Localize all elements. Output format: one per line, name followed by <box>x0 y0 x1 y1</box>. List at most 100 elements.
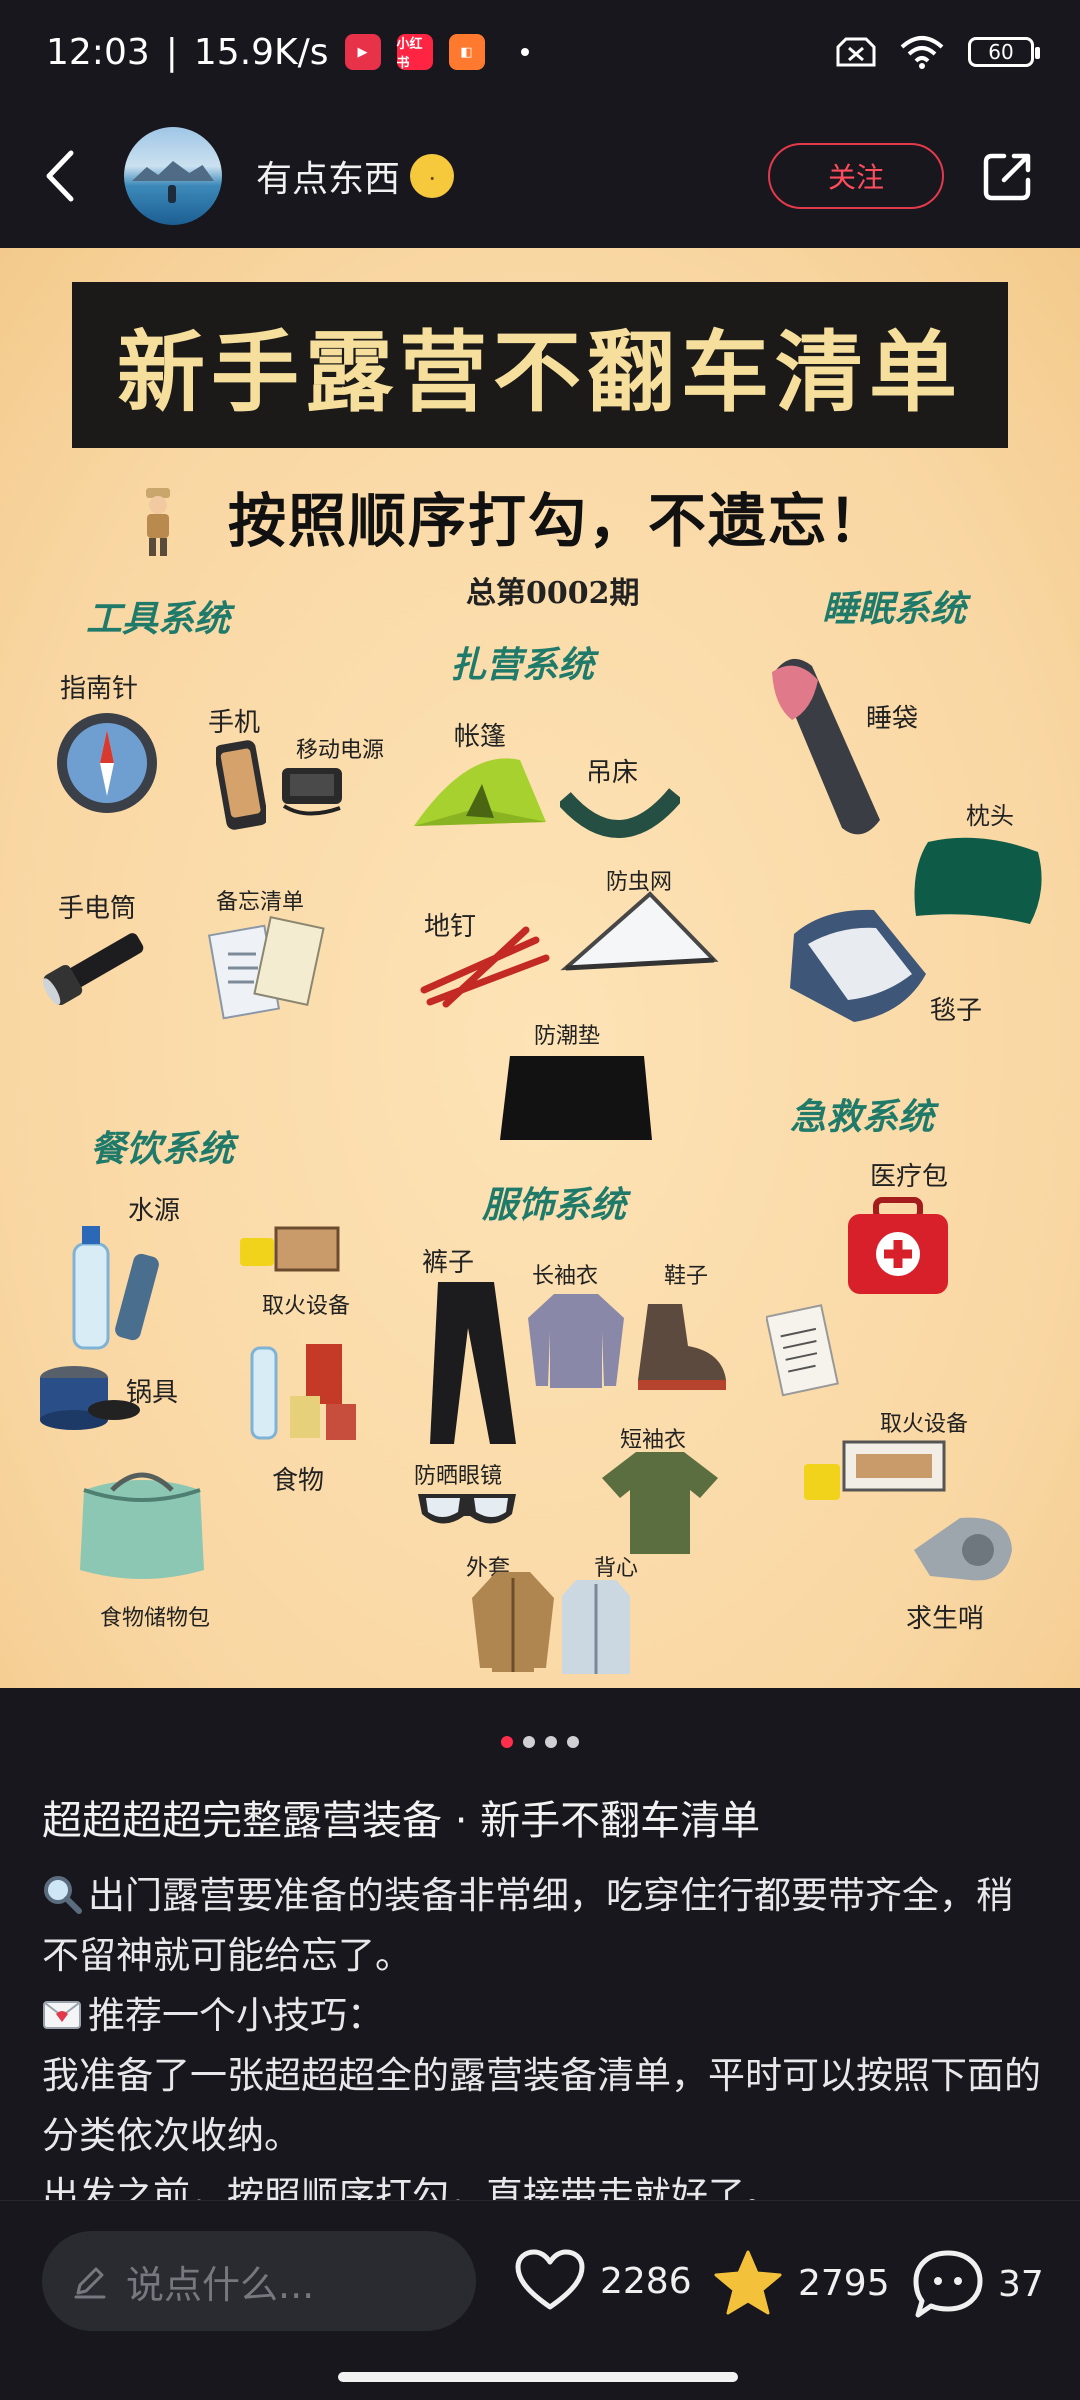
pencil-icon <box>74 2267 106 2299</box>
water-bottle-icon <box>72 1226 159 1350</box>
powerbank-icon <box>282 768 342 816</box>
back-button[interactable] <box>30 146 90 206</box>
note-para-2: 推荐一个小技巧： <box>88 1994 384 2037</box>
long-sleeve-icon <box>528 1294 624 1388</box>
checklist-icon <box>207 916 325 1020</box>
video-app-icon: ▶ <box>344 34 381 70</box>
item-label-powerbank: 移动电源 <box>296 738 385 763</box>
pants-icon <box>430 1282 516 1444</box>
follow-button[interactable]: 关注 <box>768 143 944 209</box>
food-supplies-icon <box>250 1344 356 1440</box>
note-image[interactable]: 新手露营不翻车清单 按照顺序打勾，不遗忘！ 总第0002期 工具系统 扎营系统 … <box>0 248 1080 1688</box>
battery-icon: 60 <box>968 37 1040 67</box>
no-sim-icon <box>836 37 876 67</box>
category-camp: 扎营系统 <box>450 645 595 686</box>
share-button[interactable] <box>978 146 1038 206</box>
phone-icon <box>216 740 266 830</box>
wifi-icon <box>900 36 944 69</box>
hiking-boot-icon <box>638 1304 726 1390</box>
item-label-cookware: 锅具 <box>126 1378 179 1408</box>
item-label-short-sleeve: 短袖衣 <box>620 1428 687 1453</box>
status-net-speed: 15.9K/s <box>193 31 329 73</box>
like-button[interactable]: 2286 <box>514 2249 692 2313</box>
sunglasses-icon <box>418 1494 516 1524</box>
comment-count: 37 <box>998 2263 1044 2305</box>
item-label-food: 食物 <box>272 1466 325 1496</box>
tent-icon <box>414 758 546 826</box>
vest-icon <box>562 1580 630 1674</box>
chevron-left-icon <box>46 150 74 202</box>
sleeping-bag-icon <box>772 658 880 835</box>
note-para-1: 出门露营要准备的装备非常细，吃穿住行都要带齐全，稍不留神就可能给忘了。 <box>42 1874 1013 1977</box>
pagination-dot-active <box>501 1736 513 1748</box>
item-label-sunglasses: 防晒眼镜 <box>414 1464 503 1489</box>
author-name[interactable]: 有点东西 <box>256 159 401 200</box>
flashlight-icon <box>42 933 144 1006</box>
explorer-figure-icon <box>146 488 170 556</box>
comment-input[interactable]: 说点什么... <box>42 2231 476 2331</box>
note-paragraph: 我准备了一张超超超全的露营装备清单，平时可以按照下面的分类依次收纳。 <box>42 2054 1041 2157</box>
collect-count: 2795 <box>798 2262 890 2304</box>
pagination-dot <box>567 1736 579 1748</box>
moisture-mat-icon <box>500 1056 652 1140</box>
home-indicator[interactable] <box>338 2372 738 2382</box>
comment-button[interactable]: 37 <box>912 2249 1044 2319</box>
item-label-tent: 帐篷 <box>454 722 507 752</box>
comment-placeholder: 说点什么... <box>126 2262 315 2307</box>
mosquito-net-icon <box>560 891 719 971</box>
item-label-shoes: 鞋子 <box>664 1264 709 1289</box>
pagination-dot <box>545 1736 557 1748</box>
item-label-stakes: 地钉 <box>424 912 477 942</box>
note-paragraph: 推荐一个小技巧： <box>42 1986 1042 2046</box>
jacket-icon <box>472 1572 554 1672</box>
item-label-long-sleeve: 长袖衣 <box>532 1264 599 1289</box>
comment-bubble-icon <box>913 2250 983 2318</box>
pillow-icon <box>914 837 1042 924</box>
envelope-emoji-icon <box>43 2001 81 2029</box>
thinking-face-icon: ㆍ <box>410 154 455 198</box>
note-title: 超超超超完整露营装备 · 新手不翻车清单 <box>42 1798 761 1844</box>
item-label-flashlight: 手电筒 <box>58 894 137 924</box>
item-label-vest: 背心 <box>594 1556 639 1581</box>
image-pagination <box>0 1736 1080 1748</box>
item-label-hammock: 吊床 <box>586 758 639 788</box>
compass-icon <box>57 713 157 813</box>
first-aid-note-icon <box>766 1304 839 1397</box>
item-label-mosquito-net: 防虫网 <box>606 870 673 895</box>
item-label-moisture-mat: 防潮垫 <box>534 1024 601 1049</box>
item-label-sleeping-bag: 睡袋 <box>866 704 919 734</box>
collect-button[interactable]: 2795 <box>712 2249 890 2317</box>
status-bar: 12:03 | 15.9K/s ▶ 小红书 ◧ 60 <box>0 0 1080 104</box>
category-tools: 工具系统 <box>86 599 231 640</box>
note-paragraph: 出门露营要准备的装备非常细，吃穿住行都要带齐全，稍不留神就可能给忘了。 <box>42 1866 1042 1986</box>
share-icon <box>983 153 1031 201</box>
short-sleeve-icon <box>602 1452 718 1554</box>
status-separator: | <box>165 31 178 73</box>
item-label-pillow: 枕头 <box>966 802 1014 830</box>
note-header: 有点东西 ㆍ 关注 <box>0 104 1080 248</box>
item-label-medkit: 医疗包 <box>870 1162 949 1192</box>
author-avatar[interactable] <box>124 127 222 225</box>
notification-dot-icon <box>520 48 529 56</box>
category-firstaid: 急救系统 <box>790 1097 935 1138</box>
item-label-checklist: 备忘清单 <box>216 890 305 915</box>
category-sleep: 睡眠系统 <box>822 589 967 630</box>
like-count: 2286 <box>600 2260 692 2302</box>
status-right: 60 <box>836 35 1040 69</box>
item-label-food-bag: 食物储物包 <box>100 1606 211 1631</box>
fire-starter-icon <box>240 1226 340 1272</box>
star-icon <box>714 2250 782 2315</box>
battery-level: 60 <box>988 40 1014 64</box>
status-left: 12:03 | 15.9K/s ▶ 小红书 ◧ <box>46 32 529 73</box>
magnifier-emoji-icon <box>44 1876 82 1914</box>
medkit-icon <box>848 1197 948 1294</box>
ground-stakes-icon <box>420 926 550 1008</box>
pagination-dot <box>523 1736 535 1748</box>
hammock-icon <box>560 788 680 838</box>
item-label-fire-tools-1: 取火设备 <box>262 1294 351 1319</box>
item-label-pants: 裤子 <box>422 1248 475 1278</box>
item-label-whistle: 求生哨 <box>906 1604 985 1634</box>
food-storage-bag-icon <box>80 1472 204 1579</box>
xiaohongshu-icon: 小红书 <box>396 34 433 71</box>
whistle-icon <box>914 1517 1012 1581</box>
